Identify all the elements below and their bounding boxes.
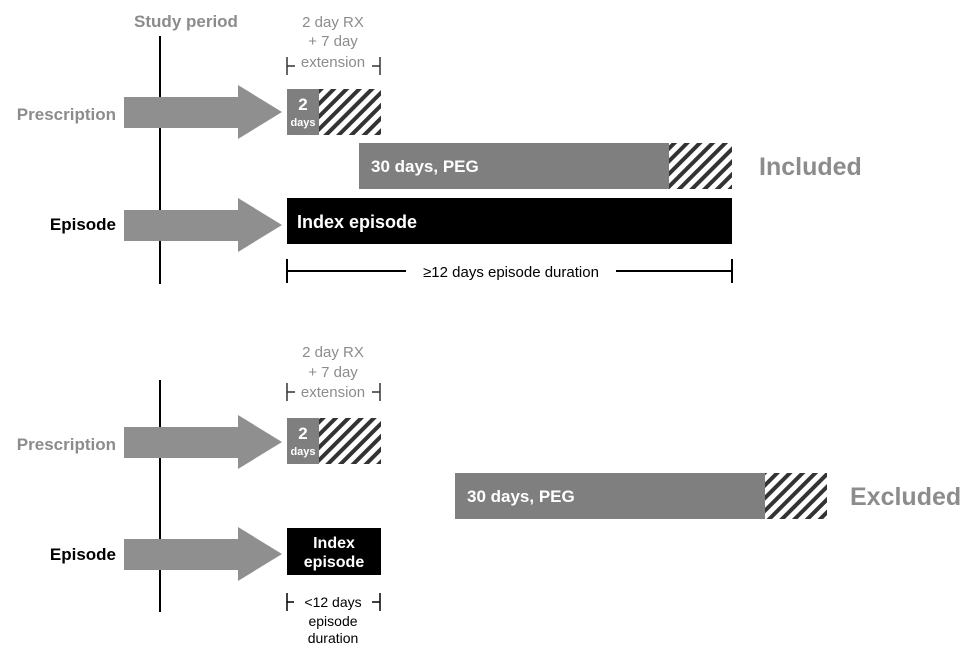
episode-label-bottom: Episode	[50, 545, 116, 564]
rx-extension-bracket-bottom	[286, 383, 381, 401]
duration-label: ≥12 days episode duration	[423, 264, 599, 281]
duration-label-line-3: duration	[308, 630, 359, 646]
rx-note-line-2-bottom: + 7 day	[308, 364, 358, 381]
prescription-arrow	[124, 85, 282, 139]
peg-bar-label: 30 days, PEG	[371, 157, 479, 176]
rx-note-line-2: + 7 day	[308, 33, 358, 50]
rx-days-value: 2	[298, 95, 307, 114]
prescription-arrow-bottom	[124, 415, 282, 469]
index-episode-label: Index episode	[297, 212, 417, 232]
duration-bracket-bottom	[286, 593, 381, 611]
prescription-label: Prescription	[17, 105, 116, 124]
episode-arrow	[124, 198, 282, 252]
peg-bar	[359, 143, 669, 189]
rx-days-unit: days	[290, 117, 315, 129]
included-status: Included	[759, 153, 862, 181]
study-period-label: Study period	[134, 12, 238, 31]
episode-arrow-bottom	[124, 527, 282, 581]
prescription-label-bottom: Prescription	[17, 435, 116, 454]
index-episode-label-line-1: Index	[313, 535, 355, 552]
duration-label-line-1: <12 days	[304, 594, 361, 610]
index-episode-bar	[287, 198, 732, 244]
peg-extension-hatch-bottom	[765, 473, 827, 519]
rx-extension-bracket	[286, 57, 381, 75]
rx-2days-block	[287, 89, 319, 135]
index-episode-label-line-2: episode	[304, 554, 365, 571]
rx-note-line-3-bottom: extension	[301, 384, 365, 401]
peg-bar-bottom	[455, 473, 765, 519]
index-episode-block	[287, 528, 381, 575]
rx-2days-block-bottom	[287, 418, 319, 464]
duration-label-line-2: episode	[308, 613, 357, 629]
rx-days-value-bottom: 2	[298, 424, 307, 443]
rx-note-line-1-bottom: 2 day RX	[302, 344, 364, 361]
rx-days-unit-bottom: days	[290, 446, 315, 458]
excluded-status: Excluded	[850, 483, 961, 511]
peg-bar-label-bottom: 30 days, PEG	[467, 487, 575, 506]
peg-extension-hatch	[669, 143, 732, 189]
duration-bracket	[286, 259, 733, 283]
episode-label: Episode	[50, 215, 116, 234]
rx-note-line-3: extension	[301, 54, 365, 71]
rx-note-line-1: 2 day RX	[302, 14, 364, 31]
rx-extension-hatch-bottom	[319, 418, 381, 464]
rx-extension-hatch	[319, 89, 381, 135]
